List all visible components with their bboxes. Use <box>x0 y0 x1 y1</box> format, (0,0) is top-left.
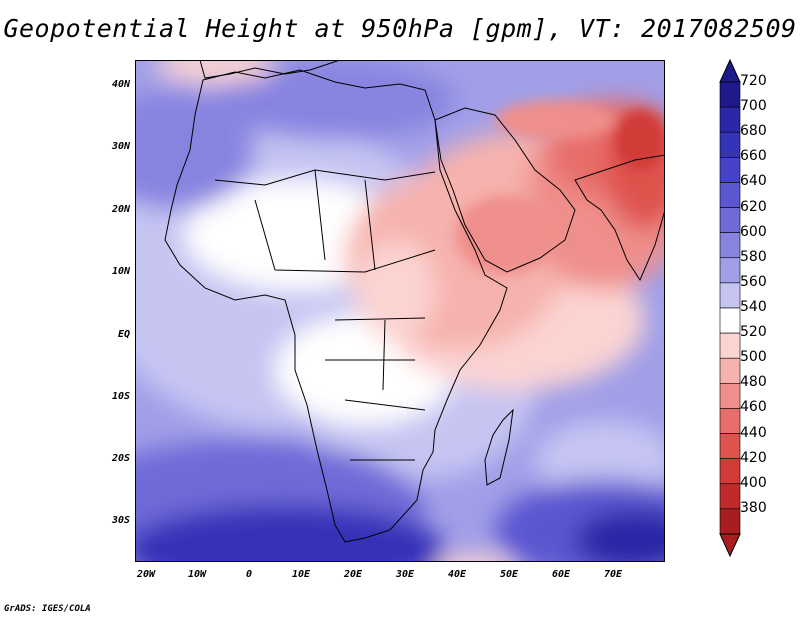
colorbar-label: 700 <box>740 98 767 115</box>
colorbar <box>719 58 741 558</box>
lat-label-40n: 40N <box>111 79 130 90</box>
africa-coastline <box>164 69 508 543</box>
lon-label-0: 0 <box>245 569 253 580</box>
colorbar-bottom-arrow <box>719 533 741 558</box>
colorbar-swatch <box>719 332 741 359</box>
internal-borders <box>214 169 436 461</box>
colorbar-label: 580 <box>740 248 767 265</box>
colorbar-swatch <box>719 383 741 409</box>
arabia-coastline <box>434 107 576 273</box>
colorbar-top-arrow <box>719 58 741 83</box>
lon-label-20w: 20W <box>136 569 156 580</box>
lon-label-70e: 70E <box>603 569 623 580</box>
colorbar-swatch <box>719 81 741 108</box>
lat-label-20n: 20N <box>111 204 130 215</box>
colorbar-swatch <box>719 357 741 384</box>
colorbar-label: 560 <box>740 273 767 290</box>
map-title: Geopotential Height at 950hPa [gpm], VT:… <box>3 14 797 43</box>
colorbar-swatch <box>719 131 741 158</box>
colorbar-swatch <box>719 232 741 259</box>
colorbar-label: 600 <box>740 223 767 240</box>
colorbar-swatch <box>719 483 741 510</box>
lat-label-30s: 30S <box>111 515 130 526</box>
colorbar-swatch <box>719 508 741 535</box>
lat-label-20s: 20S <box>111 453 130 464</box>
colorbar-label: 720 <box>740 73 767 89</box>
colorbar-label: 660 <box>740 148 767 165</box>
colorbar-swatch <box>719 257 741 284</box>
colorbar-label: 400 <box>740 474 767 491</box>
india-coastline <box>574 154 665 282</box>
colorbar-swatch <box>719 307 741 334</box>
lon-label-60e: 60E <box>551 569 571 580</box>
colorbar-label: 480 <box>740 374 767 391</box>
height-field <box>135 60 665 562</box>
lon-label-10e: 10E <box>291 569 311 580</box>
colorbar-swatch <box>719 282 741 309</box>
lat-label-eq: EQ <box>117 329 130 340</box>
coastlines <box>164 60 665 543</box>
lat-label-10n: 10N <box>111 266 130 277</box>
colorbar-label: 380 <box>740 499 767 516</box>
colorbar-label: 520 <box>740 324 767 341</box>
colorbar-swatch <box>719 408 741 434</box>
lat-label-10s: 10S <box>111 391 130 402</box>
lon-label-30e: 30E <box>395 569 415 580</box>
colorbar-swatch <box>719 207 741 233</box>
colorbar-swatch <box>719 157 741 183</box>
colorbar-label: 680 <box>740 123 767 140</box>
map-panel <box>135 60 665 562</box>
colorbar-label: 640 <box>740 173 767 190</box>
lon-label-40e: 40E <box>447 569 467 580</box>
grads-credit: GrADS: IGES/COLA <box>4 604 91 614</box>
colorbar-swatch <box>719 458 741 485</box>
lon-label-20e: 20E <box>343 569 363 580</box>
colorbar-label: 420 <box>740 449 767 466</box>
colorbar-swatch <box>719 106 741 133</box>
lat-label-30n: 30N <box>111 141 130 152</box>
colorbar-label: 440 <box>740 424 767 441</box>
colorbar-label: 620 <box>740 198 767 215</box>
colorbar-swatch <box>719 433 741 459</box>
lon-label-50e: 50E <box>499 569 519 580</box>
lon-label-10w: 10W <box>187 569 207 580</box>
colorbar-label: 500 <box>740 349 767 366</box>
colorbar-swatch <box>719 182 741 208</box>
colorbar-label: 460 <box>740 399 767 416</box>
colorbar-label: 540 <box>740 299 767 315</box>
europe-coastline <box>199 60 341 79</box>
madagascar-coastline <box>484 408 514 486</box>
